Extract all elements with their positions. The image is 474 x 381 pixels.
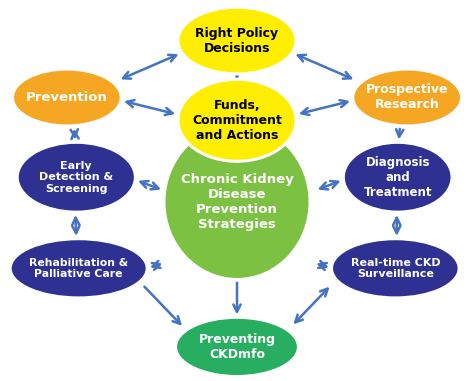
Text: Preventing
CKDmfo: Preventing CKDmfo — [199, 333, 275, 361]
Ellipse shape — [17, 142, 136, 212]
Text: Rehabilitation &
Palliative Care: Rehabilitation & Palliative Care — [29, 258, 128, 279]
Text: Prevention: Prevention — [26, 91, 108, 104]
Ellipse shape — [10, 239, 147, 298]
Ellipse shape — [175, 317, 299, 376]
Ellipse shape — [12, 69, 121, 126]
Text: Prospective
Research: Prospective Research — [366, 83, 448, 112]
Ellipse shape — [331, 239, 459, 298]
Ellipse shape — [164, 124, 310, 280]
Ellipse shape — [178, 7, 296, 74]
Text: Early
Detection &
Screening: Early Detection & Screening — [39, 161, 113, 194]
Text: Diagnosis
and
Treatment: Diagnosis and Treatment — [364, 156, 432, 199]
Ellipse shape — [353, 69, 462, 126]
Text: Chronic Kidney
Disease
Prevention
Strategies: Chronic Kidney Disease Prevention Strate… — [181, 173, 293, 231]
Ellipse shape — [343, 142, 452, 212]
Text: Funds,
Commitment
and Actions: Funds, Commitment and Actions — [192, 99, 282, 142]
Text: Right Policy
Decisions: Right Policy Decisions — [195, 27, 279, 54]
Text: Real-time CKD
Surveillance: Real-time CKD Surveillance — [350, 258, 440, 279]
Ellipse shape — [178, 79, 296, 161]
